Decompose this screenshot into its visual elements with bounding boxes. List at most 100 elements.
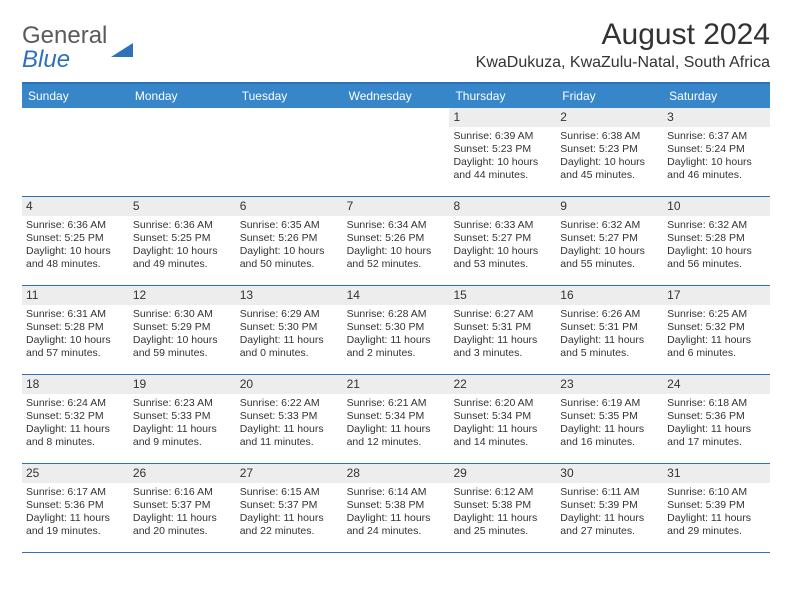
empty-cell [236, 108, 343, 196]
day-number: 19 [129, 375, 236, 394]
daylight-line: Daylight: 10 hours [133, 334, 232, 347]
sunset-line: Sunset: 5:36 PM [26, 499, 125, 512]
daylight-line: Daylight: 11 hours [453, 512, 552, 525]
sunset-line: Sunset: 5:37 PM [133, 499, 232, 512]
logo: General Blue [22, 24, 133, 72]
day-number: 16 [556, 286, 663, 305]
daylight-line: and 16 minutes. [560, 436, 659, 449]
daylight-line: Daylight: 11 hours [133, 512, 232, 525]
dayhead-tue: Tuesday [236, 84, 343, 108]
daylight-line: and 59 minutes. [133, 347, 232, 360]
day-cell: 25Sunrise: 6:17 AMSunset: 5:36 PMDayligh… [22, 464, 129, 552]
daylight-line: Daylight: 11 hours [240, 423, 339, 436]
day-cell: 21Sunrise: 6:21 AMSunset: 5:34 PMDayligh… [343, 375, 450, 463]
day-cell: 19Sunrise: 6:23 AMSunset: 5:33 PMDayligh… [129, 375, 236, 463]
day-number: 30 [556, 464, 663, 483]
day-cell: 2Sunrise: 6:38 AMSunset: 5:23 PMDaylight… [556, 108, 663, 196]
location: KwaDukuza, KwaZulu-Natal, South Africa [476, 54, 770, 72]
sunrise-line: Sunrise: 6:20 AM [453, 397, 552, 410]
logo-general: General [22, 22, 107, 49]
sunset-line: Sunset: 5:35 PM [560, 410, 659, 423]
day-number: 4 [22, 197, 129, 216]
sunset-line: Sunset: 5:31 PM [453, 321, 552, 334]
daylight-line: and 53 minutes. [453, 258, 552, 271]
header: General Blue August 2024 KwaDukuza, KwaZ… [22, 18, 770, 76]
daylight-line: and 17 minutes. [667, 436, 766, 449]
dayhead-fri: Friday [556, 84, 663, 108]
sunset-line: Sunset: 5:38 PM [453, 499, 552, 512]
daylight-line: Daylight: 11 hours [347, 423, 446, 436]
day-number: 10 [663, 197, 770, 216]
sunset-line: Sunset: 5:34 PM [453, 410, 552, 423]
day-number: 11 [22, 286, 129, 305]
sunrise-line: Sunrise: 6:37 AM [667, 130, 766, 143]
day-cell: 12 Sunrise: 6:30 AMSunset: 5:29 PMDayligh… [129, 286, 236, 374]
daylight-line: and 55 minutes. [560, 258, 659, 271]
daylight-line: Daylight: 11 hours [667, 334, 766, 347]
sunset-line: Sunset: 5:39 PM [560, 499, 659, 512]
week-row: 25Sunrise: 6:17 AMSunset: 5:36 PMDayligh… [22, 464, 770, 553]
day-cell: 8Sunrise: 6:33 AMSunset: 5:27 PMDaylight… [449, 197, 556, 285]
sunset-line: Sunset: 5:31 PM [560, 321, 659, 334]
day-cell: 27Sunrise: 6:15 AMSunset: 5:37 PMDayligh… [236, 464, 343, 552]
sunset-line: Sunset: 5:26 PM [347, 232, 446, 245]
day-number: 7 [343, 197, 450, 216]
daylight-line: and 6 minutes. [667, 347, 766, 360]
sunrise-line: Sunrise: 6:12 AM [453, 486, 552, 499]
daylight-line: and 5 minutes. [560, 347, 659, 360]
day-number: 12 [129, 286, 236, 305]
day-number: 31 [663, 464, 770, 483]
daylight-line: and 12 minutes. [347, 436, 446, 449]
day-cell: 16Sunrise: 6:26 AMSunset: 5:31 PMDayligh… [556, 286, 663, 374]
daylight-line: Daylight: 11 hours [453, 423, 552, 436]
sunrise-line: Sunrise: 6:26 AM [560, 308, 659, 321]
day-number: 25 [22, 464, 129, 483]
sunrise-line: Sunrise: 6:30 AM [133, 308, 232, 321]
sunset-line: Sunset: 5:29 PM [133, 321, 232, 334]
sunrise-line: Sunrise: 6:36 AM [133, 219, 232, 232]
day-number: 29 [449, 464, 556, 483]
daylight-line: and 11 minutes. [240, 436, 339, 449]
day-number: 21 [343, 375, 450, 394]
day-number: 5 [129, 197, 236, 216]
sunrise-line: Sunrise: 6:19 AM [560, 397, 659, 410]
day-cell: 1Sunrise: 6:39 AMSunset: 5:23 PMDaylight… [449, 108, 556, 196]
dayhead-sun: Sunday [22, 84, 129, 108]
sunrise-line: Sunrise: 6:11 AM [560, 486, 659, 499]
daylight-line: Daylight: 10 hours [453, 156, 552, 169]
sunrise-line: Sunrise: 6:23 AM [133, 397, 232, 410]
daylight-line: and 3 minutes. [453, 347, 552, 360]
sunrise-line: Sunrise: 6:28 AM [347, 308, 446, 321]
week-row: 4 Sunrise: 6:36 AMSunset: 5:25 PM Daylight… [22, 197, 770, 286]
day-number: 14 [343, 286, 450, 305]
sunrise-line: Sunrise: 6:34 AM [347, 219, 446, 232]
sunset-line: Sunset: 5:25 PM [133, 232, 232, 245]
sunset-line: Sunset: 5:27 PM [453, 232, 552, 245]
calendar: Sunday Monday Tuesday Wednesday Thursday… [22, 84, 770, 553]
sunset-line: Sunset: 5:33 PM [240, 410, 339, 423]
sunset-line: Sunset: 5:28 PM [667, 232, 766, 245]
sunset-line: Sunset: 5:30 PM [240, 321, 339, 334]
daylight-line: Daylight: 10 hours [240, 245, 339, 258]
sunset-line: Sunset: 5:37 PM [240, 499, 339, 512]
day-cell: 17Sunrise: 6:25 AMSunset: 5:32 PMDayligh… [663, 286, 770, 374]
title-block: August 2024 KwaDukuza, KwaZulu-Natal, So… [476, 18, 770, 76]
day-number: 23 [556, 375, 663, 394]
sunset-line: Sunset: 5:32 PM [667, 321, 766, 334]
day-cell: 15Sunrise: 6:27 AMSunset: 5:31 PMDayligh… [449, 286, 556, 374]
day-number: 6 [236, 197, 343, 216]
day-cell: 6Sunrise: 6:35 AMSunset: 5:26 PMDaylight… [236, 197, 343, 285]
sunset-line: Sunset: 5:27 PM [560, 232, 659, 245]
day-number: 17 [663, 286, 770, 305]
sunset-line: Sunset: 5:34 PM [347, 410, 446, 423]
week-row: 11Sunrise: 6:31 AMSunset: 5:28 PMDayligh… [22, 286, 770, 375]
daylight-line: and 48 minutes. [26, 258, 125, 271]
sunrise-line: Sunrise: 6:24 AM [26, 397, 125, 410]
daylight-line: Daylight: 11 hours [667, 512, 766, 525]
daylight-line: and 49 minutes. [133, 258, 232, 271]
day-number: 27 [236, 464, 343, 483]
sunrise-line: Sunrise: 6:22 AM [240, 397, 339, 410]
daylight-line: Daylight: 11 hours [133, 423, 232, 436]
day-number: 26 [129, 464, 236, 483]
sunrise-line: Sunrise: 6:38 AM [560, 130, 659, 143]
